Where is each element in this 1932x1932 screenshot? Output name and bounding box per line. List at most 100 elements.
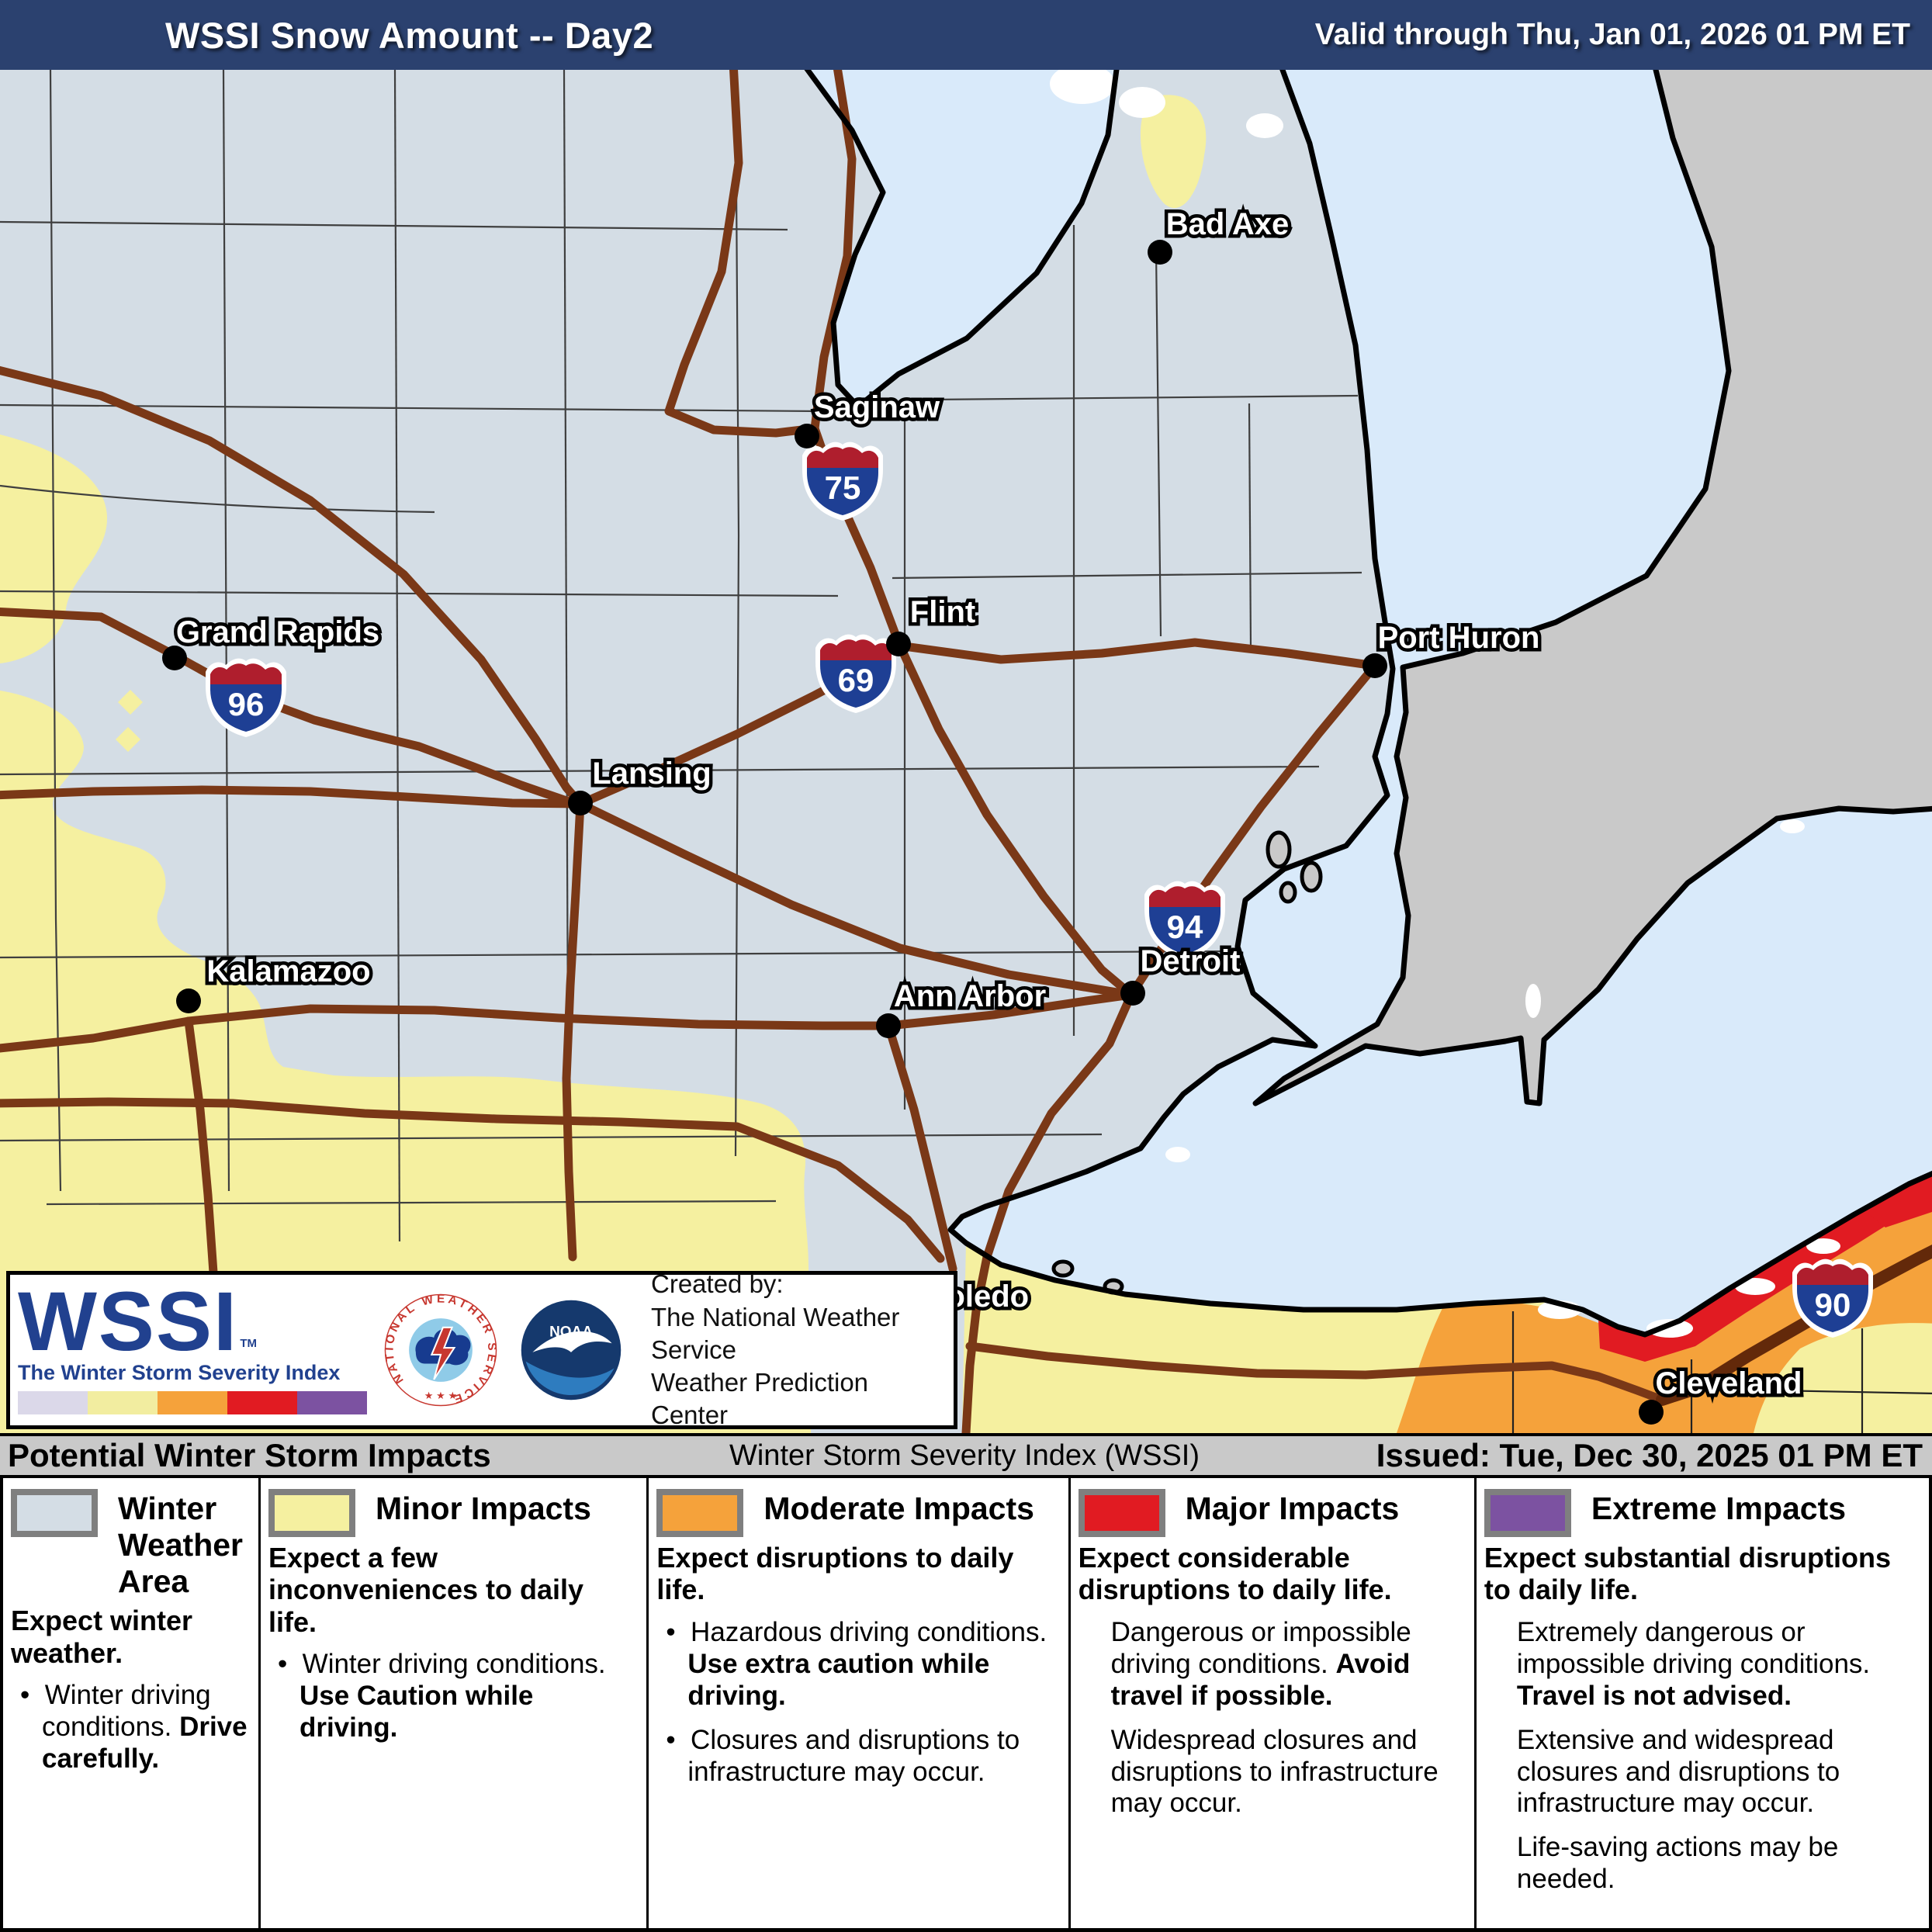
map-canvas: 75 96 69 94 90 Bad Axe Saginaw Grand Rap… xyxy=(0,70,1932,1433)
potential-impacts-label: Potential Winter Storm Impacts xyxy=(8,1437,491,1473)
city-label: Cleveland xyxy=(1656,1366,1802,1401)
saginaw-bay-water xyxy=(807,70,1117,407)
wssi-index-label: Winter Storm Severity Index (WSSI) xyxy=(729,1439,1200,1472)
minor-impact-region-ohio xyxy=(962,1243,1552,1433)
minor-impact-patch xyxy=(116,727,140,752)
legend-column-moderate-impacts: Moderate Impacts Expect disruptions to d… xyxy=(649,1478,1071,1928)
legend-column-winter-weather-area: Winter Weather Area Expect winter weathe… xyxy=(3,1478,261,1928)
city-dot xyxy=(176,989,201,1013)
minor-impact-region-se xyxy=(1754,1323,1932,1433)
city-dot xyxy=(876,1013,901,1038)
impact-description: • Closures and disruptions to infrastruc… xyxy=(666,1724,1020,1787)
interstate-number: 90 xyxy=(1815,1286,1851,1323)
minor-impact-region xyxy=(0,691,811,1433)
nws-stars: ★ ★ ★ xyxy=(424,1390,458,1401)
impact-description: • Hazardous driving conditions. Use extr… xyxy=(666,1616,1047,1711)
impact-title: Winter Weather Area xyxy=(118,1491,244,1600)
interstate-shields: 75 96 69 94 90 xyxy=(206,441,1873,1338)
created-by-text: Created by: The National Weather Service… xyxy=(651,1268,946,1432)
created-by-line: The National Weather Service xyxy=(651,1302,900,1364)
city-label: Ann Arbor xyxy=(894,979,1046,1013)
impact-intro: Expect considerable disruptions to daily… xyxy=(1078,1542,1392,1606)
city-dot xyxy=(795,424,819,448)
no-data-patch xyxy=(1246,113,1283,138)
minor-impact-patch xyxy=(118,690,143,715)
scale-swatch xyxy=(227,1391,297,1415)
legend-column-minor-impacts: Minor Impacts Expect a few inconvenience… xyxy=(261,1478,649,1928)
issued-bar: Potential Winter Storm Impacts Winter St… xyxy=(0,1433,1932,1478)
city-label: Kalamazoo xyxy=(206,954,370,989)
legend-header: Moderate Impacts xyxy=(656,1486,1058,1537)
interstate-number: 96 xyxy=(228,686,265,722)
impact-intro: Expect disruptions to daily life. xyxy=(656,1542,1014,1606)
no-data-patch xyxy=(1050,70,1115,104)
impact-title: Extreme Impacts xyxy=(1591,1491,1847,1526)
no-data-patch xyxy=(1806,1238,1840,1254)
impact-title: Minor Impacts xyxy=(375,1491,591,1526)
impact-intro: Expect winter weather. xyxy=(11,1605,193,1669)
city-dot xyxy=(1148,240,1172,265)
city-label: Detroit xyxy=(1141,944,1241,978)
no-data-patch xyxy=(1525,984,1541,1018)
interstate-shield-69: 69 xyxy=(815,634,896,713)
impact-description: • Winter driving conditions. Drive caref… xyxy=(20,1680,248,1774)
interstate-shield-96: 96 xyxy=(206,658,286,737)
wssi-logo: WSSI TM The Winter Storm Severity Index xyxy=(18,1273,367,1415)
impact-description: Extremely dangerous or impossible drivin… xyxy=(1516,1616,1871,1711)
legend-header: Minor Impacts xyxy=(268,1486,637,1537)
city-dot xyxy=(886,632,911,656)
city-label: Port Huron xyxy=(1378,621,1540,655)
city-dot xyxy=(162,646,187,670)
county-lines-ohio xyxy=(1511,1311,1932,1433)
legend-column-extreme-impacts: Extreme Impacts Expect substantial disru… xyxy=(1477,1478,1929,1928)
impact-description: Dangerous or impossible driving conditio… xyxy=(1110,1616,1411,1711)
impact-swatch xyxy=(11,1489,98,1537)
city-markers: Bad Axe Saginaw Grand Rapids Flint Port … xyxy=(162,204,1806,1425)
city-dot xyxy=(1362,653,1387,678)
city-label: Grand Rapids xyxy=(176,615,379,649)
nws-logo: NATIONAL WEATHER SERVICE ★ ★ ★ xyxy=(384,1293,497,1407)
no-data-patch xyxy=(1119,87,1165,118)
wssi-tagline: The Winter Storm Severity Index xyxy=(18,1361,341,1385)
city-dot xyxy=(1639,1400,1664,1425)
impact-swatch xyxy=(1078,1489,1165,1537)
city-label: Flint xyxy=(910,595,975,629)
impact-swatch xyxy=(268,1489,355,1537)
interstate-number: 75 xyxy=(825,469,861,506)
page-title: WSSI Snow Amount -- Day2 xyxy=(165,14,654,56)
impact-swatch xyxy=(1484,1489,1571,1537)
scale-swatch xyxy=(297,1391,367,1415)
scale-swatch xyxy=(158,1391,227,1415)
minor-impact-patch xyxy=(1140,95,1207,209)
legend-column-major-impacts: Major Impacts Expect considerable disrup… xyxy=(1071,1478,1477,1928)
city-label: Bad Axe xyxy=(1166,207,1290,241)
created-by-line: Created by: xyxy=(651,1269,784,1299)
impact-description: Extensive and widespread closures and di… xyxy=(1516,1724,1840,1819)
impact-intro: Expect substantial disruptions to daily … xyxy=(1484,1542,1891,1606)
legend-header: Major Impacts xyxy=(1078,1486,1465,1537)
legend-header: Extreme Impacts xyxy=(1484,1486,1920,1537)
impact-description: • Winter driving conditions. Use Caution… xyxy=(277,1649,606,1743)
impact-title: Moderate Impacts xyxy=(763,1491,1034,1526)
wssi-acronym: WSSI TM xyxy=(18,1273,258,1368)
noaa-logo: NOAA xyxy=(515,1294,627,1406)
major-impact-region xyxy=(1862,1173,1932,1227)
interstate-shield-75: 75 xyxy=(802,441,883,521)
wssi-color-scale xyxy=(18,1391,367,1415)
legend-header: Winter Weather Area xyxy=(11,1486,249,1600)
impact-swatch xyxy=(656,1489,744,1537)
city-dot xyxy=(568,791,593,815)
impact-legend: Winter Weather Area Expect winter weathe… xyxy=(0,1478,1932,1932)
out-of-area-ontario xyxy=(1255,70,1932,1103)
no-data-patch xyxy=(1165,1147,1190,1162)
city-dot xyxy=(1120,981,1145,1006)
interstate-number: 94 xyxy=(1167,909,1203,945)
map-graphic: 75 96 69 94 90 Bad Axe Saginaw Grand Rap… xyxy=(0,70,1932,1433)
islands xyxy=(1051,830,1323,1295)
scale-swatch xyxy=(18,1391,88,1415)
impact-description: Life-saving actions may be needed. xyxy=(1516,1832,1839,1895)
trademark: TM xyxy=(240,1336,258,1350)
created-by-line: Weather Prediction Center xyxy=(651,1368,869,1430)
svg-text:NOAA: NOAA xyxy=(549,1324,593,1340)
